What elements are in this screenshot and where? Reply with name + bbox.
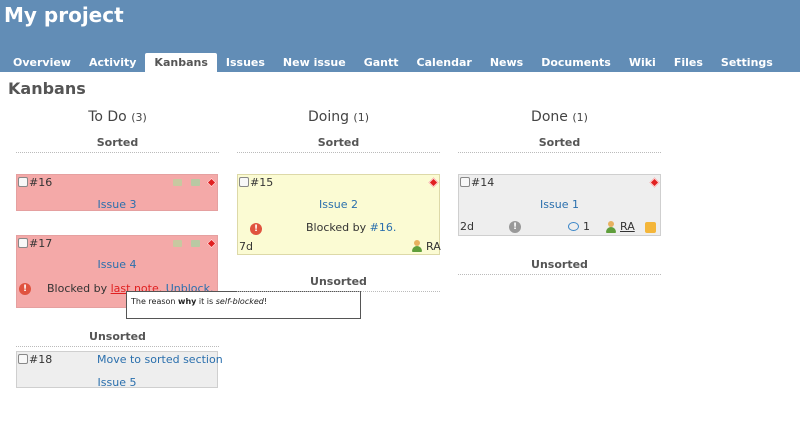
tooltip-prefix: The reason	[131, 297, 179, 306]
section-unsorted-todo: Unsorted	[16, 330, 219, 347]
tooltip-bold: why	[178, 297, 197, 306]
issue-number[interactable]: #15	[250, 176, 274, 189]
priority-high-icon	[206, 238, 217, 249]
priority-high-icon	[428, 177, 439, 188]
column-count: (1)	[572, 111, 588, 124]
issue-number[interactable]: #14	[471, 176, 495, 189]
issue-card-15[interactable]: #15 Issue 2 ! Blocked by #16. 7d RA	[237, 174, 441, 255]
tab-issues[interactable]: Issues	[225, 56, 265, 69]
column-title-done: Done (1)	[458, 109, 661, 125]
column-title-todo: To Do (3)	[16, 109, 219, 125]
issue-subject[interactable]: Issue 2	[319, 198, 358, 211]
section-unsorted-doing: Unsorted	[237, 275, 440, 292]
issue-subject[interactable]: Issue 1	[540, 198, 579, 211]
blocked-line: Blocked by last note. Unblock.	[47, 282, 214, 295]
main-menu: Overview Activity Kanbans Issues New iss…	[4, 53, 782, 72]
priority-high-icon	[206, 177, 217, 188]
assignee[interactable]: RA	[620, 220, 635, 233]
blocked-prefix: Blocked by	[306, 221, 367, 234]
blocked-prefix: Blocked by	[47, 282, 108, 295]
tab-calendar[interactable]: Calendar	[416, 56, 472, 69]
column-title-text: Done	[531, 109, 568, 125]
tab-kanbans[interactable]: Kanbans	[145, 53, 217, 72]
tab-activity[interactable]: Activity	[88, 56, 137, 69]
tab-gantt[interactable]: Gantt	[363, 56, 399, 69]
issue-card-17[interactable]: #17 Issue 4 ! Blocked by last note. Unbl…	[16, 235, 218, 308]
warning-icon: !	[19, 283, 31, 295]
comment-icon	[568, 222, 579, 231]
issue-checkbox[interactable]	[239, 177, 249, 187]
issue-card-18[interactable]: #18 Move to sorted section Issue 5	[16, 351, 223, 389]
issue-card-14[interactable]: #14 Issue 1 2d ! 1 RA	[458, 174, 661, 236]
blocked-reason-tooltip: The reason why it is self-blocked!	[126, 291, 361, 319]
tooltip-suffix: !	[263, 297, 268, 306]
column-title-doing: Doing (1)	[237, 109, 440, 125]
tab-new-issue[interactable]: New issue	[282, 56, 346, 69]
user-icon	[605, 221, 617, 233]
assignee[interactable]: RA	[426, 240, 441, 253]
issue-checkbox[interactable]	[18, 177, 28, 187]
warning-icon: !	[509, 221, 521, 233]
issue-checkbox[interactable]	[18, 238, 28, 248]
blocked-line: Blocked by #16.	[306, 221, 396, 234]
page-title: Kanbans	[8, 79, 86, 98]
tooltip-italic: self-blocked	[215, 297, 264, 306]
issue-checkbox[interactable]	[18, 354, 28, 364]
comment-count[interactable]: 1	[583, 220, 590, 233]
column-title-text: To Do	[88, 109, 127, 125]
estimate: 2d	[460, 220, 474, 233]
estimate: 7d	[239, 240, 253, 253]
project-title[interactable]: My project	[4, 3, 124, 27]
move-to-sorted-link[interactable]: Move to sorted section	[97, 353, 223, 366]
section-sorted-done: Sorted	[458, 136, 661, 153]
section-sorted-todo: Sorted	[16, 136, 219, 153]
issue-number[interactable]: #18	[29, 353, 53, 366]
issue-number[interactable]: #17	[29, 237, 53, 250]
column-count: (1)	[353, 111, 370, 124]
note-icon	[173, 240, 182, 247]
column-title-text: Doing	[307, 109, 349, 125]
tab-wiki[interactable]: Wiki	[628, 56, 656, 69]
issue-checkbox[interactable]	[460, 177, 470, 187]
blocked-link[interactable]: #16.	[369, 221, 397, 234]
priority-high-icon	[649, 177, 660, 188]
tab-files[interactable]: Files	[673, 56, 703, 69]
warning-icon: !	[250, 223, 262, 235]
issue-number[interactable]: #16	[29, 176, 53, 189]
clock-icon	[191, 240, 200, 247]
clock-icon	[191, 179, 200, 186]
column-count: (3)	[131, 111, 147, 124]
feed-icon[interactable]	[645, 222, 656, 233]
tab-news[interactable]: News	[489, 56, 524, 69]
issue-subject[interactable]: Issue 3	[97, 198, 137, 211]
tab-documents[interactable]: Documents	[541, 56, 611, 69]
issue-subject[interactable]: Issue 5	[97, 376, 137, 389]
user-icon	[411, 240, 423, 252]
issue-subject[interactable]: Issue 4	[97, 258, 137, 271]
issue-card-16[interactable]: #16 Issue 3	[16, 174, 218, 211]
note-icon	[173, 179, 182, 186]
tab-settings[interactable]: Settings	[720, 56, 773, 69]
tooltip-middle: it is	[196, 297, 216, 306]
tab-overview[interactable]: Overview	[13, 56, 71, 69]
project-header: My project Overview Activity Kanbans Iss…	[0, 0, 800, 72]
section-sorted-doing: Sorted	[237, 136, 440, 153]
section-unsorted-done: Unsorted	[458, 258, 661, 275]
